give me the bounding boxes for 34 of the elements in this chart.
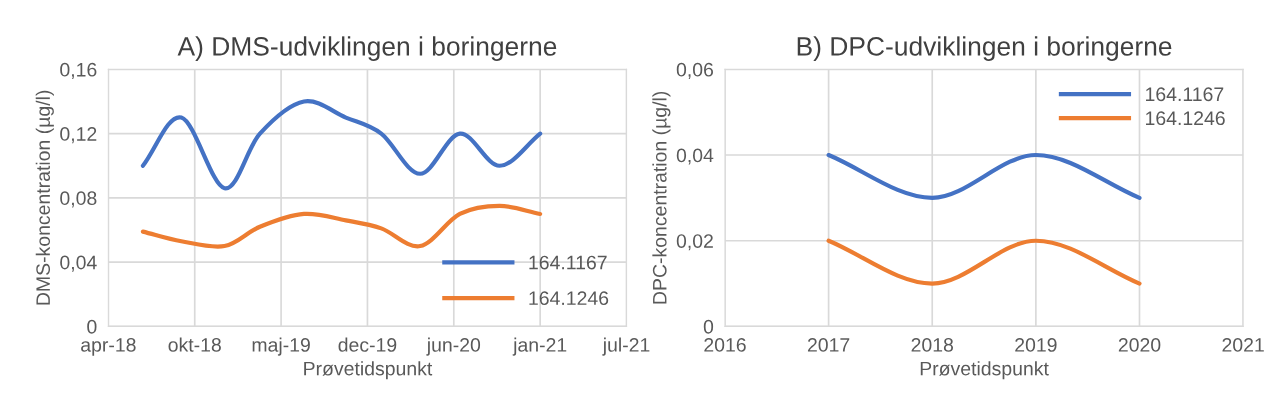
x-tick-label: dec-19	[338, 337, 397, 352]
line-series	[140, 203, 543, 249]
x-axis-title: Prøvetidspunkt	[920, 361, 1049, 380]
y-tick-label: 0,02	[676, 234, 713, 251]
x-tick-label: jan-21	[512, 337, 567, 356]
y-tick-label: 0,06	[676, 62, 714, 79]
line-series	[140, 99, 543, 191]
x-tick-label: 2016	[704, 338, 746, 352]
x-tick-label: okt-18	[168, 337, 221, 352]
x-tick-label: apr-18	[81, 338, 136, 356]
x-tick-label: 2020	[1118, 338, 1161, 352]
legend-label: 164.1167	[1146, 87, 1224, 102]
legend-label: 164.1246	[1146, 111, 1225, 126]
y-tick-label: 0,04	[676, 148, 714, 165]
chart-title: A) DMS-udviklingen i boringerne	[177, 36, 557, 61]
y-tick-label: 0,04	[60, 255, 97, 272]
x-tick-label: 2018	[911, 338, 954, 352]
x-tick-label: jul-21	[602, 337, 650, 356]
y-axis-title: DPC-koncentration (µg/l)	[652, 91, 671, 304]
x-tick-label: 2019	[1015, 338, 1057, 352]
x-tick-label: 2021	[1222, 338, 1264, 352]
x-tick-label: jun-20	[426, 337, 481, 356]
chart-title: B) DPC-udviklingen i boringerne	[797, 36, 1172, 61]
legend-label: 164.1246	[529, 291, 609, 306]
y-tick-label: 0	[87, 319, 97, 334]
x-tick-label: 2017	[807, 338, 850, 352]
y-axis-title: DMS-koncentration (µg/l)	[35, 90, 54, 305]
x-axis-title: Prøvetidspunkt	[304, 361, 433, 380]
y-tick-label: 0,16	[60, 62, 97, 79]
y-tick-label: 0,08	[60, 191, 97, 208]
legend-label: 164.1167	[529, 255, 607, 270]
x-tick-label: maj-19	[252, 337, 310, 356]
y-tick-label: 0,12	[60, 127, 97, 144]
y-tick-label: 0	[703, 319, 714, 334]
